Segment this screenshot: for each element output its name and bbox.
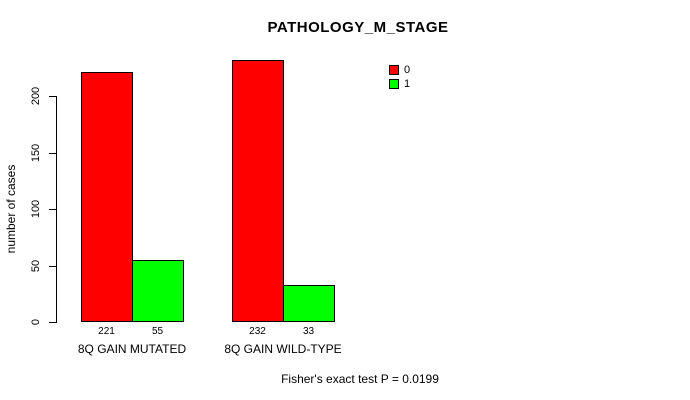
legend-item-1: 1	[389, 78, 411, 90]
y-axis-tick-label: 0	[30, 318, 42, 326]
bar-group-1-series-1	[132, 260, 184, 322]
legend-swatch-icon	[389, 65, 399, 75]
y-axis-tick-label: 150	[30, 143, 42, 163]
y-axis-line	[56, 96, 57, 323]
bar-value-label: 55	[151, 326, 164, 337]
bar-group-2-series-0	[232, 60, 284, 322]
bar-value-label: 33	[302, 326, 315, 337]
bar-value-label: 232	[249, 326, 266, 337]
y-axis-tick-label: 50	[30, 259, 42, 273]
annotation-text: Fisher's exact test P = 0.0199	[281, 372, 439, 386]
y-axis-tick	[49, 266, 56, 267]
bar-value-label: 221	[98, 326, 115, 337]
category-label: 8Q GAIN MUTATED	[77, 342, 187, 356]
y-axis-tick	[49, 209, 56, 210]
y-axis-tick-label: 100	[30, 199, 42, 219]
category-label: 8Q GAIN WILD-TYPE	[224, 342, 342, 356]
bar-group-2-series-1	[283, 285, 335, 322]
bar-group-1-series-0	[81, 72, 133, 322]
y-axis-tick-label: 200	[30, 86, 42, 106]
legend-label: 0	[404, 64, 411, 76]
legend-item-0: 0	[389, 64, 411, 76]
y-axis-tick	[49, 153, 56, 154]
legend-label: 1	[404, 78, 411, 90]
legend-swatch-icon	[389, 79, 399, 89]
chart-title: PATHOLOGY_M_STAGE	[267, 19, 449, 36]
y-axis-tick	[49, 322, 56, 323]
y-axis-tick	[49, 96, 56, 97]
